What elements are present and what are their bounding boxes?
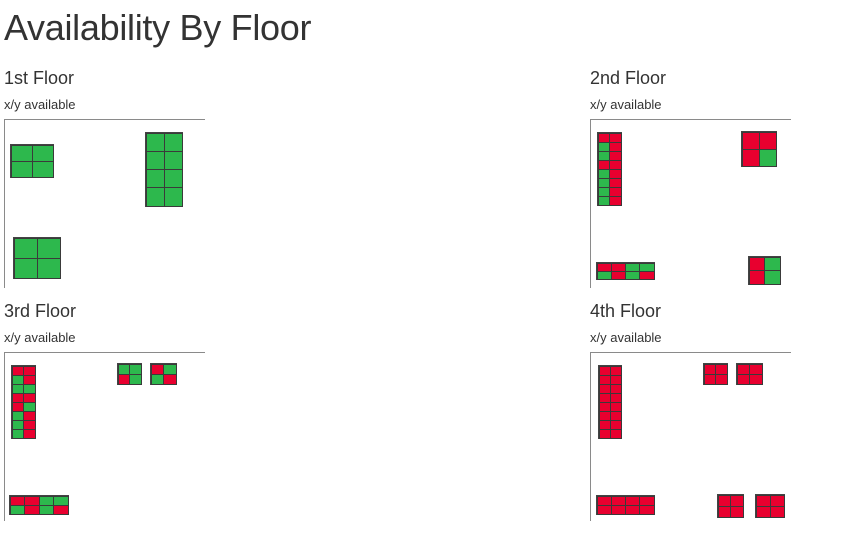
desk-block <box>717 494 744 518</box>
desk-available[interactable] <box>764 256 781 271</box>
floor-availability: x/y available <box>590 97 662 112</box>
desk-occupied[interactable] <box>610 270 626 280</box>
floor-map <box>4 352 205 521</box>
desk-available[interactable] <box>129 373 142 385</box>
desk-available[interactable] <box>31 160 54 178</box>
desk-occupied[interactable] <box>749 373 763 385</box>
desk-block <box>9 495 69 515</box>
desk-available[interactable] <box>163 169 183 189</box>
desk-occupied[interactable] <box>715 373 728 385</box>
desk-occupied[interactable] <box>741 148 760 167</box>
desk-available[interactable] <box>145 169 165 189</box>
floor-title: 4th Floor <box>590 301 662 321</box>
desk-occupied[interactable] <box>609 195 622 206</box>
desk-block <box>597 132 622 206</box>
desk-block <box>598 365 622 439</box>
floor-4: 4th Floor x/y available <box>590 300 820 540</box>
desk-occupied[interactable] <box>717 505 731 518</box>
desk-available[interactable] <box>36 257 61 279</box>
floor-title: 2nd Floor <box>590 68 667 88</box>
desk-occupied[interactable] <box>53 504 69 515</box>
desk-block <box>145 132 183 207</box>
desk-available[interactable] <box>9 504 25 515</box>
desk-occupied[interactable] <box>748 270 765 285</box>
desk-available[interactable] <box>145 187 165 207</box>
desk-available[interactable] <box>13 237 38 259</box>
floor-3: 3rd Floor x/y available <box>4 300 234 540</box>
desk-available[interactable] <box>145 132 165 152</box>
desk-occupied[interactable] <box>755 505 771 518</box>
floor-availability: x/y available <box>590 330 662 345</box>
floor-map <box>590 119 791 288</box>
desk-available[interactable] <box>13 257 38 279</box>
desk-block <box>755 494 785 518</box>
desk-block <box>13 237 61 279</box>
desk-occupied[interactable] <box>741 131 760 150</box>
desk-occupied[interactable] <box>24 504 40 515</box>
desk-occupied[interactable] <box>758 131 777 150</box>
desk-occupied[interactable] <box>736 373 750 385</box>
desk-block <box>10 144 54 178</box>
desk-block <box>596 262 655 280</box>
desk-block <box>736 363 763 385</box>
floor-availability: x/y available <box>4 97 76 112</box>
desk-occupied[interactable] <box>748 256 765 271</box>
desk-occupied[interactable] <box>609 428 622 439</box>
floor-title: 1st Floor <box>4 68 75 88</box>
desk-available[interactable] <box>764 270 781 285</box>
desk-available[interactable] <box>10 144 33 162</box>
desk-occupied[interactable] <box>23 428 36 439</box>
desk-occupied[interactable] <box>639 270 655 280</box>
desk-available[interactable] <box>625 270 641 280</box>
desk-available[interactable] <box>36 237 61 259</box>
floor-2: 2nd Floor x/y available <box>590 67 820 307</box>
desk-available[interactable] <box>31 144 54 162</box>
desk-occupied[interactable] <box>163 373 177 385</box>
desk-occupied[interactable] <box>730 505 744 518</box>
floor-1: 1st Floor x/y available <box>4 67 234 307</box>
desk-available[interactable] <box>10 160 33 178</box>
floor-map <box>590 352 791 521</box>
desk-available[interactable] <box>596 270 612 280</box>
desk-occupied[interactable] <box>639 504 655 515</box>
desk-occupied[interactable] <box>625 504 641 515</box>
desk-available[interactable] <box>145 150 165 170</box>
desk-block <box>741 131 777 167</box>
desk-block <box>117 363 142 385</box>
desk-block <box>150 363 177 385</box>
desk-occupied[interactable] <box>596 504 612 515</box>
floor-title: 3rd Floor <box>4 301 77 321</box>
desk-occupied[interactable] <box>610 504 626 515</box>
desk-occupied[interactable] <box>769 505 785 518</box>
desk-block <box>11 365 36 439</box>
desk-available[interactable] <box>163 150 183 170</box>
floor-availability: x/y available <box>4 330 76 345</box>
desk-available[interactable] <box>758 148 777 167</box>
desk-block <box>596 495 655 515</box>
desk-available[interactable] <box>163 187 183 207</box>
desk-block <box>703 363 728 385</box>
desk-available[interactable] <box>150 373 164 385</box>
page-title: Availability By Floor <box>4 7 312 48</box>
desk-available[interactable] <box>38 504 54 515</box>
desk-available[interactable] <box>163 132 183 152</box>
desk-block <box>748 256 781 285</box>
floor-map <box>4 119 205 288</box>
